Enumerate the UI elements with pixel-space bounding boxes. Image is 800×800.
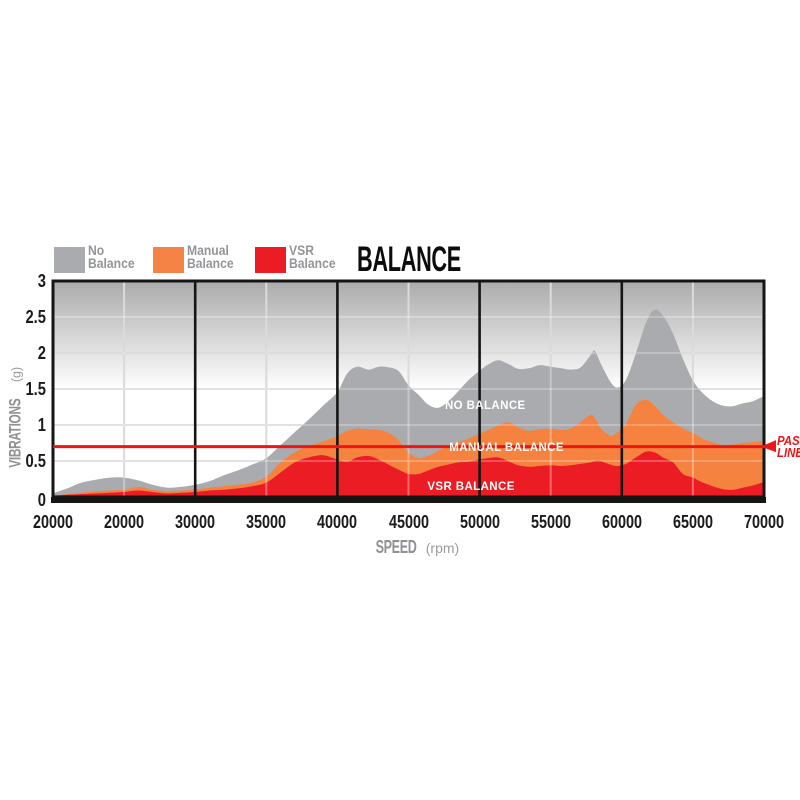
- y-axis-title: VIBRATIONS (g): [5, 354, 25, 496]
- legend-swatch-no-balance: [54, 247, 85, 273]
- area-vsr-balance: [53, 451, 764, 497]
- chart-title: BALANCE: [357, 240, 461, 279]
- x-tick-label: 45000: [388, 512, 429, 532]
- grid-over: [53, 281, 764, 497]
- legend-swatch-vsr-balance: [255, 247, 286, 273]
- x-axis-title-text: SPEED: [375, 537, 417, 557]
- x-tick-label: 30000: [175, 512, 216, 532]
- y-tick-label: 0: [37, 490, 46, 510]
- legend-label-no-balance: No Balance: [88, 243, 135, 271]
- y-tick-label: 2.5: [25, 307, 46, 327]
- y-tick-label: 1: [37, 415, 46, 435]
- pass-line-arrow-icon: [761, 440, 776, 453]
- y-tick-label: 3: [37, 271, 46, 291]
- y-tick-label: 1.5: [25, 379, 46, 399]
- x-axis-title: SPEED (rpm): [367, 537, 460, 558]
- x-axis-unit: (rpm): [425, 540, 460, 556]
- x-tick-label: 35000: [246, 512, 287, 532]
- x-tick-label: 70000: [743, 512, 785, 532]
- series-label-manual-balance: MANUAL BALANCE: [449, 442, 564, 455]
- legend-label-manual-balance: Manual Balance: [187, 243, 234, 271]
- y-tick-label: 2: [37, 343, 46, 363]
- series-label-vsr-balance: VSR BALANCE: [427, 480, 515, 493]
- x-tick-label: 65000: [672, 512, 713, 532]
- x-tick-label: 20000: [32, 512, 74, 532]
- pass-line-label-line2: LINE: [777, 444, 800, 460]
- legend-swatch-manual-balance: [153, 247, 184, 273]
- pass-line-label-line1: PASS: [777, 433, 800, 448]
- x-tick-label: 40000: [317, 512, 358, 532]
- series-label-no-balance: NO BALANCE: [444, 400, 526, 413]
- y-axis-unit: (g): [9, 366, 24, 383]
- y-axis-title-text: VIBRATIONS: [5, 398, 25, 468]
- x-tick-label: 60000: [601, 512, 642, 532]
- series-areas: [53, 309, 764, 497]
- x-tick-label: 50000: [459, 512, 500, 532]
- x-axis-line: [51, 497, 766, 503]
- legend-label-vsr-balance: VSR Balance: [289, 243, 336, 271]
- x-tick-label: 55000: [530, 512, 571, 532]
- x-tick-label: 20000: [104, 512, 145, 532]
- pass-line-label: PASS LINE: [777, 433, 800, 460]
- y-tick-label: 0.5: [25, 451, 46, 471]
